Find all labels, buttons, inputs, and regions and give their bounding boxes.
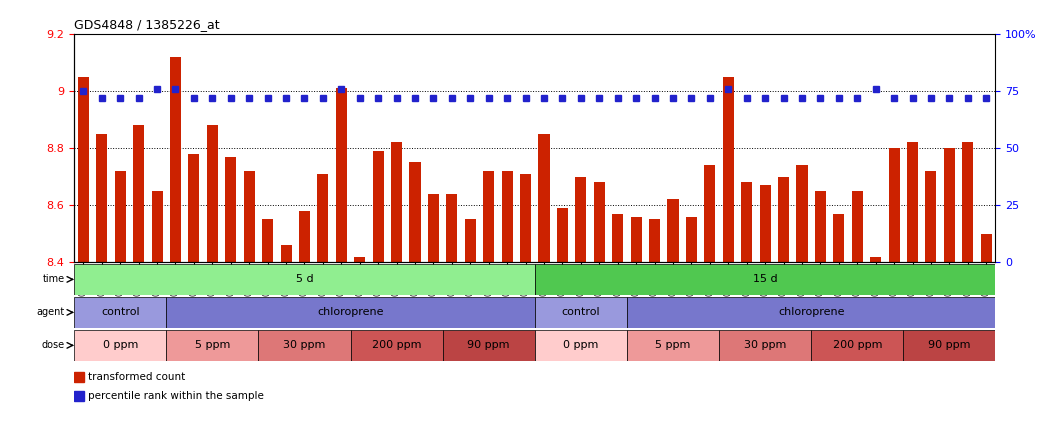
FancyBboxPatch shape — [258, 330, 351, 361]
Bar — [538, 134, 550, 262]
Bar — [391, 142, 402, 262]
Bar — [77, 77, 89, 262]
Bar — [796, 165, 808, 262]
FancyBboxPatch shape — [811, 330, 903, 361]
Bar — [336, 88, 347, 262]
Text: 90 ppm: 90 ppm — [928, 341, 971, 350]
Bar — [759, 185, 771, 262]
Bar — [465, 220, 475, 262]
FancyBboxPatch shape — [443, 330, 535, 361]
Text: 90 ppm: 90 ppm — [467, 341, 510, 350]
Bar — [169, 57, 181, 262]
FancyBboxPatch shape — [535, 330, 627, 361]
Text: chloroprene: chloroprene — [778, 308, 844, 317]
Text: 30 ppm: 30 ppm — [283, 341, 326, 350]
FancyBboxPatch shape — [903, 330, 995, 361]
Bar — [833, 214, 844, 262]
Text: 0 ppm: 0 ppm — [563, 341, 598, 350]
FancyBboxPatch shape — [627, 297, 995, 328]
Text: control: control — [561, 308, 600, 317]
Bar — [981, 233, 992, 262]
Bar — [722, 77, 734, 262]
Text: 200 ppm: 200 ppm — [832, 341, 882, 350]
Bar — [926, 171, 936, 262]
FancyBboxPatch shape — [535, 264, 995, 295]
Bar — [686, 217, 697, 262]
FancyBboxPatch shape — [535, 297, 627, 328]
Bar — [502, 171, 513, 262]
Bar — [889, 148, 900, 262]
FancyBboxPatch shape — [166, 297, 535, 328]
Text: control: control — [101, 308, 140, 317]
Bar — [354, 256, 365, 262]
Bar — [649, 220, 660, 262]
Bar — [151, 191, 163, 262]
FancyBboxPatch shape — [74, 264, 535, 295]
Bar — [96, 134, 107, 262]
Bar — [612, 214, 624, 262]
Text: 5 ppm: 5 ppm — [195, 341, 230, 350]
FancyBboxPatch shape — [351, 330, 443, 361]
Bar — [814, 191, 826, 262]
FancyBboxPatch shape — [74, 330, 166, 361]
Text: percentile rank within the sample: percentile rank within the sample — [88, 391, 264, 401]
Bar — [207, 125, 218, 262]
Text: time: time — [42, 275, 65, 284]
FancyBboxPatch shape — [166, 330, 258, 361]
Text: 5 ppm: 5 ppm — [656, 341, 690, 350]
Bar — [667, 199, 679, 262]
Bar — [557, 208, 568, 262]
Bar — [483, 171, 495, 262]
Bar — [114, 171, 126, 262]
Text: agent: agent — [37, 308, 65, 317]
FancyBboxPatch shape — [74, 297, 166, 328]
Bar — [189, 154, 199, 262]
Text: GDS4848 / 1385226_at: GDS4848 / 1385226_at — [74, 18, 220, 31]
Text: 30 ppm: 30 ppm — [743, 341, 787, 350]
Text: 200 ppm: 200 ppm — [372, 341, 421, 350]
Bar — [262, 220, 273, 262]
Bar — [594, 182, 605, 262]
Bar — [907, 142, 918, 262]
Bar — [944, 148, 955, 262]
FancyBboxPatch shape — [627, 330, 719, 361]
Bar — [410, 162, 420, 262]
Text: dose: dose — [41, 341, 65, 350]
Bar — [244, 171, 255, 262]
Bar — [373, 151, 383, 262]
Bar — [318, 174, 328, 262]
Bar — [446, 194, 457, 262]
FancyBboxPatch shape — [719, 330, 811, 361]
Text: chloroprene: chloroprene — [318, 308, 383, 317]
Bar — [630, 217, 642, 262]
Text: transformed count: transformed count — [88, 372, 185, 382]
Bar — [870, 256, 881, 262]
Bar — [851, 191, 863, 262]
Bar — [575, 176, 587, 262]
Text: 15 d: 15 d — [753, 275, 777, 284]
Bar — [778, 176, 789, 262]
Bar — [963, 142, 973, 262]
Text: 5 d: 5 d — [295, 275, 313, 284]
Text: 0 ppm: 0 ppm — [103, 341, 138, 350]
Bar — [704, 165, 716, 262]
Bar — [520, 174, 532, 262]
Bar — [226, 157, 236, 262]
Bar — [299, 211, 310, 262]
Bar — [741, 182, 752, 262]
Bar — [133, 125, 144, 262]
Bar — [281, 245, 291, 262]
Bar — [428, 194, 439, 262]
